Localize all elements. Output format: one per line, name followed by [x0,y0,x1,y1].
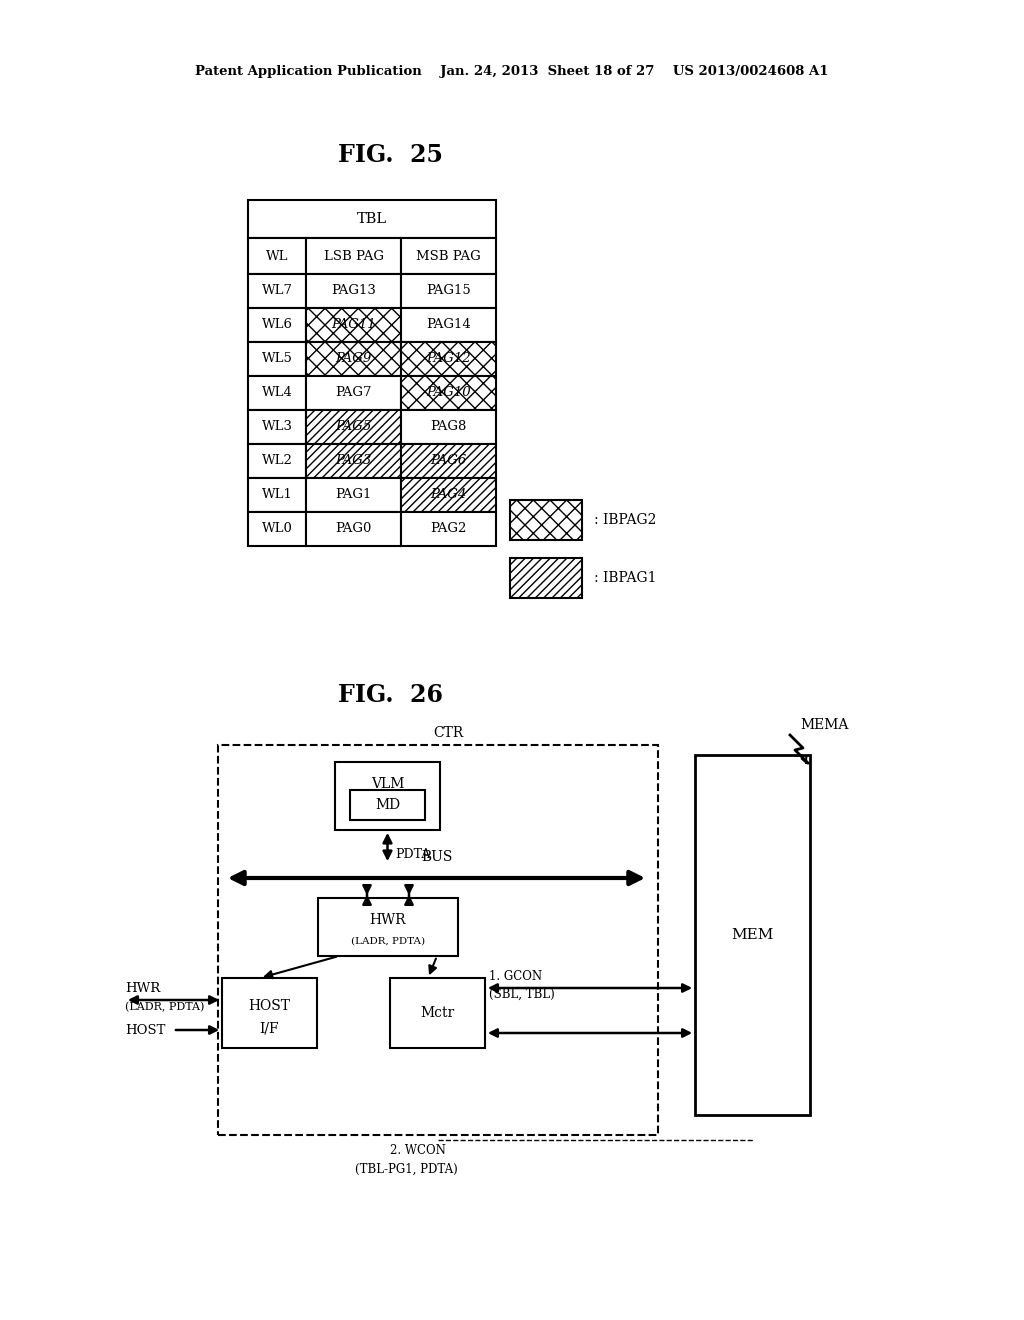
Text: PDTA: PDTA [395,847,431,861]
Text: LSB PAG: LSB PAG [324,249,384,263]
Text: WL1: WL1 [261,488,293,502]
Text: CTR: CTR [433,726,463,741]
Bar [306,512,401,546]
Bar [510,558,582,598]
Text: PAG4: PAG4 [430,488,467,502]
Text: PAG6: PAG6 [430,454,467,467]
Text: 1. GCON: 1. GCON [489,969,542,982]
Text: PAG9: PAG9 [336,352,372,366]
Text: PAG10: PAG10 [426,387,471,400]
Text: (LADR, PDTA): (LADR, PDTA) [351,936,425,945]
Bar [401,512,496,546]
Bar [318,898,458,956]
Text: MSB PAG: MSB PAG [416,249,481,263]
Text: FIG.  26: FIG. 26 [338,682,442,708]
FancyArrowPatch shape [384,836,391,858]
Text: WL7: WL7 [261,285,293,297]
Text: PAG2: PAG2 [430,523,467,536]
Bar [401,238,496,275]
Text: HWR: HWR [370,913,407,927]
FancyArrowPatch shape [490,1030,689,1036]
Text: Mctr: Mctr [421,1006,455,1020]
Bar [306,238,401,275]
Text: TBL: TBL [357,213,387,226]
Text: HWR: HWR [125,982,160,994]
Text: PAG3: PAG3 [336,454,372,467]
Bar [695,755,810,1115]
Bar [401,308,496,342]
Text: HOST: HOST [125,1023,165,1036]
Text: WL6: WL6 [261,318,293,331]
Text: VLM: VLM [371,777,404,791]
FancyArrowPatch shape [232,873,641,884]
Text: PAG8: PAG8 [430,421,467,433]
Bar [306,342,401,376]
Bar [248,478,306,512]
Text: PAG15: PAG15 [426,285,471,297]
Text: PAG0: PAG0 [335,523,372,536]
Text: MEM: MEM [731,928,774,942]
Bar [306,411,401,444]
Bar [248,342,306,376]
Bar [306,376,401,411]
Text: Patent Application Publication    Jan. 24, 2013  Sheet 18 of 27    US 2013/00246: Patent Application Publication Jan. 24, … [196,66,828,78]
Text: PAG5: PAG5 [336,421,372,433]
Bar [306,308,401,342]
Text: PAG14: PAG14 [426,318,471,331]
Text: (SBL, TBL): (SBL, TBL) [489,987,555,1001]
Text: (TBL-PG1, PDTA): (TBL-PG1, PDTA) [355,1163,458,1176]
Text: HOST: HOST [249,999,291,1012]
Bar [350,789,425,820]
Bar [248,444,306,478]
Text: PAG7: PAG7 [335,387,372,400]
Text: I/F: I/F [260,1020,280,1035]
Bar [248,238,306,275]
Bar [401,342,496,376]
Bar [248,411,306,444]
Bar [248,308,306,342]
Bar [401,275,496,308]
Text: PAG1: PAG1 [335,488,372,502]
FancyArrowPatch shape [176,1027,216,1034]
FancyArrowPatch shape [406,886,413,904]
FancyArrowPatch shape [131,997,216,1003]
Bar [401,376,496,411]
Text: (LADR, PDTA): (LADR, PDTA) [125,1002,205,1012]
Bar [248,275,306,308]
Text: FIG.  25: FIG. 25 [338,143,442,168]
Bar [306,478,401,512]
Text: PAG13: PAG13 [331,285,376,297]
Text: WL0: WL0 [261,523,293,536]
Bar [390,978,485,1048]
Text: MEMA: MEMA [800,718,848,733]
Bar [401,478,496,512]
FancyArrowPatch shape [364,886,371,904]
Text: WL: WL [266,249,288,263]
Text: : IBPAG1: : IBPAG1 [594,572,656,585]
Bar [401,411,496,444]
Bar [248,201,496,238]
Bar [401,444,496,478]
FancyArrowPatch shape [490,985,689,991]
Bar [248,376,306,411]
Bar [306,444,401,478]
Bar [335,762,440,830]
Text: BUS: BUS [421,850,453,865]
Text: 2. WCON: 2. WCON [390,1143,445,1156]
Text: WL2: WL2 [261,454,293,467]
Text: PAG12: PAG12 [426,352,471,366]
Bar [222,978,317,1048]
Text: : IBPAG2: : IBPAG2 [594,513,656,527]
Text: PAG11: PAG11 [331,318,376,331]
Text: WL4: WL4 [261,387,293,400]
Text: MD: MD [375,799,400,812]
Text: WL5: WL5 [261,352,293,366]
Bar [306,275,401,308]
Bar [218,744,658,1135]
Bar [248,512,306,546]
Bar [510,500,582,540]
Text: WL3: WL3 [261,421,293,433]
